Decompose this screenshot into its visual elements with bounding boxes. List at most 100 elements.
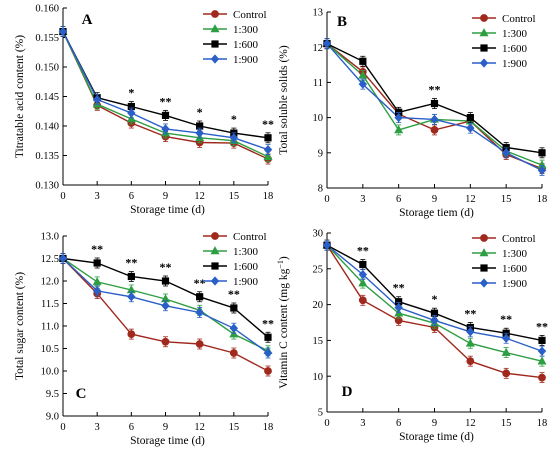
data-point	[430, 126, 439, 134]
data-point	[466, 114, 474, 122]
x-tick-label: 15	[501, 194, 512, 205]
x-tick-label: 3	[360, 194, 365, 205]
y-tick-label: 12	[313, 43, 324, 54]
panel-letter: A	[82, 12, 93, 28]
data-point	[358, 269, 368, 280]
data-point	[322, 240, 332, 250]
y-tick-label: 13	[313, 8, 324, 19]
data-point	[161, 277, 170, 285]
data-point	[430, 99, 439, 108]
y-tick-label: 10.0	[41, 367, 59, 378]
x-tick-label: 12	[194, 191, 205, 202]
data-point	[537, 165, 547, 176]
data-point	[196, 293, 204, 301]
y-tick-label: 0.160	[35, 4, 59, 15]
data-point	[264, 367, 272, 375]
x-tick-label: 3	[360, 418, 365, 429]
x-tick-label: 18	[263, 422, 274, 433]
legend-label: Control	[233, 9, 267, 21]
x-tick-label: 9	[432, 194, 437, 205]
x-tick-label: 3	[95, 191, 100, 202]
data-point	[92, 286, 102, 296]
data-point	[263, 144, 273, 155]
x-tick-label: 15	[229, 422, 240, 433]
significance-label: **	[194, 276, 206, 290]
x-tick-label: 3	[95, 422, 100, 433]
legend-label: 1:300	[233, 24, 259, 36]
x-tick-label: 12	[194, 422, 205, 433]
data-point	[538, 373, 546, 382]
significance-label: **	[429, 83, 441, 97]
data-point	[92, 94, 102, 105]
y-tick-label: 0.140	[35, 122, 59, 133]
legend-label: 1:900	[502, 58, 528, 70]
legend-swatch-marker	[210, 246, 220, 255]
legend-swatch-marker	[210, 54, 220, 64]
y-tick-label: 13.0	[41, 232, 59, 243]
data-point	[537, 346, 547, 356]
legend: Control 1:300 1:600 1:900	[472, 233, 536, 290]
data-point	[537, 356, 547, 365]
legend-swatch-marker	[480, 14, 488, 22]
legend-label: 1:300	[502, 248, 528, 260]
significance-label: **	[262, 117, 274, 131]
data-point	[501, 347, 511, 356]
data-point	[195, 307, 204, 318]
data-point	[93, 259, 101, 267]
y-axis-label: Total soluble solids (%)	[278, 45, 290, 155]
x-axis-label: Storage time (d)	[130, 204, 205, 216]
significance-label: **	[91, 242, 103, 256]
y-tick-label: 30	[313, 229, 324, 240]
data-point	[264, 134, 272, 142]
significance-label: **	[393, 281, 405, 295]
legend-label: 1:900	[233, 276, 259, 288]
data-point	[538, 149, 546, 157]
data-point	[229, 349, 238, 357]
data-point	[358, 70, 368, 79]
significance-label: **	[357, 244, 369, 258]
legend-swatch-marker	[211, 40, 219, 48]
data-point	[264, 333, 272, 341]
x-tick-label: 6	[129, 422, 134, 433]
y-tick-label: 12.5	[41, 254, 59, 265]
x-axis-label: Storage tiem (d)	[399, 207, 474, 219]
x-tick-label: 0	[324, 194, 329, 205]
legend-label: Control	[233, 231, 267, 243]
significance-label: *	[231, 112, 237, 126]
significance-label: **	[160, 260, 172, 274]
data-point	[58, 253, 68, 264]
legend-swatch-marker	[480, 264, 488, 272]
y-axis-label: Titratable acid content (%)	[14, 35, 26, 158]
panel-b: 8 9 10 11 12 13 0 3 6 9 12 15 18 Storage tiem (d) Tota…	[278, 8, 547, 219]
significance-label: **	[125, 256, 137, 270]
x-tick-label: 0	[60, 191, 65, 202]
y-tick-label: 8	[318, 184, 323, 195]
y-tick-label: 12.0	[41, 277, 59, 288]
panel-a: 0.130 0.135 0.140 0.145 0.150 0.155 0.160 0 3 6 9 1…	[14, 4, 274, 216]
y-tick-label: 9.0	[46, 412, 59, 423]
x-tick-label: 0	[324, 418, 329, 429]
data-point	[501, 333, 511, 343]
x-tick-label: 18	[537, 418, 548, 429]
legend-label: 1:600	[233, 39, 259, 51]
panel-letter: C	[76, 386, 87, 402]
significance-label: **	[228, 287, 240, 301]
data-point	[230, 304, 238, 312]
significance-label: **	[160, 94, 172, 108]
y-tick-label: 0.145	[35, 92, 59, 103]
panel-c: 9.0 9.5 10.0 10.5 11.0 11.5 12.0 12.5 13.0 0 3 6 9 12…	[14, 231, 274, 447]
legend-swatch-marker	[479, 278, 489, 288]
x-axis-label: Storage time (d)	[399, 431, 474, 443]
legend-label: 1:300	[233, 246, 259, 258]
y-tick-label: 5	[318, 408, 323, 419]
x-tick-label: 0	[60, 422, 65, 433]
x-tick-label: 12	[465, 418, 476, 429]
data-point	[161, 124, 170, 134]
legend-label: 1:600	[233, 261, 259, 273]
legend-swatch-marker	[479, 28, 489, 37]
y-tick-label: 15	[313, 336, 324, 347]
x-tick-label: 12	[465, 194, 476, 205]
y-tick-label: 25	[313, 264, 324, 275]
significance-label: **	[464, 307, 476, 321]
significance-label: *	[197, 105, 203, 119]
